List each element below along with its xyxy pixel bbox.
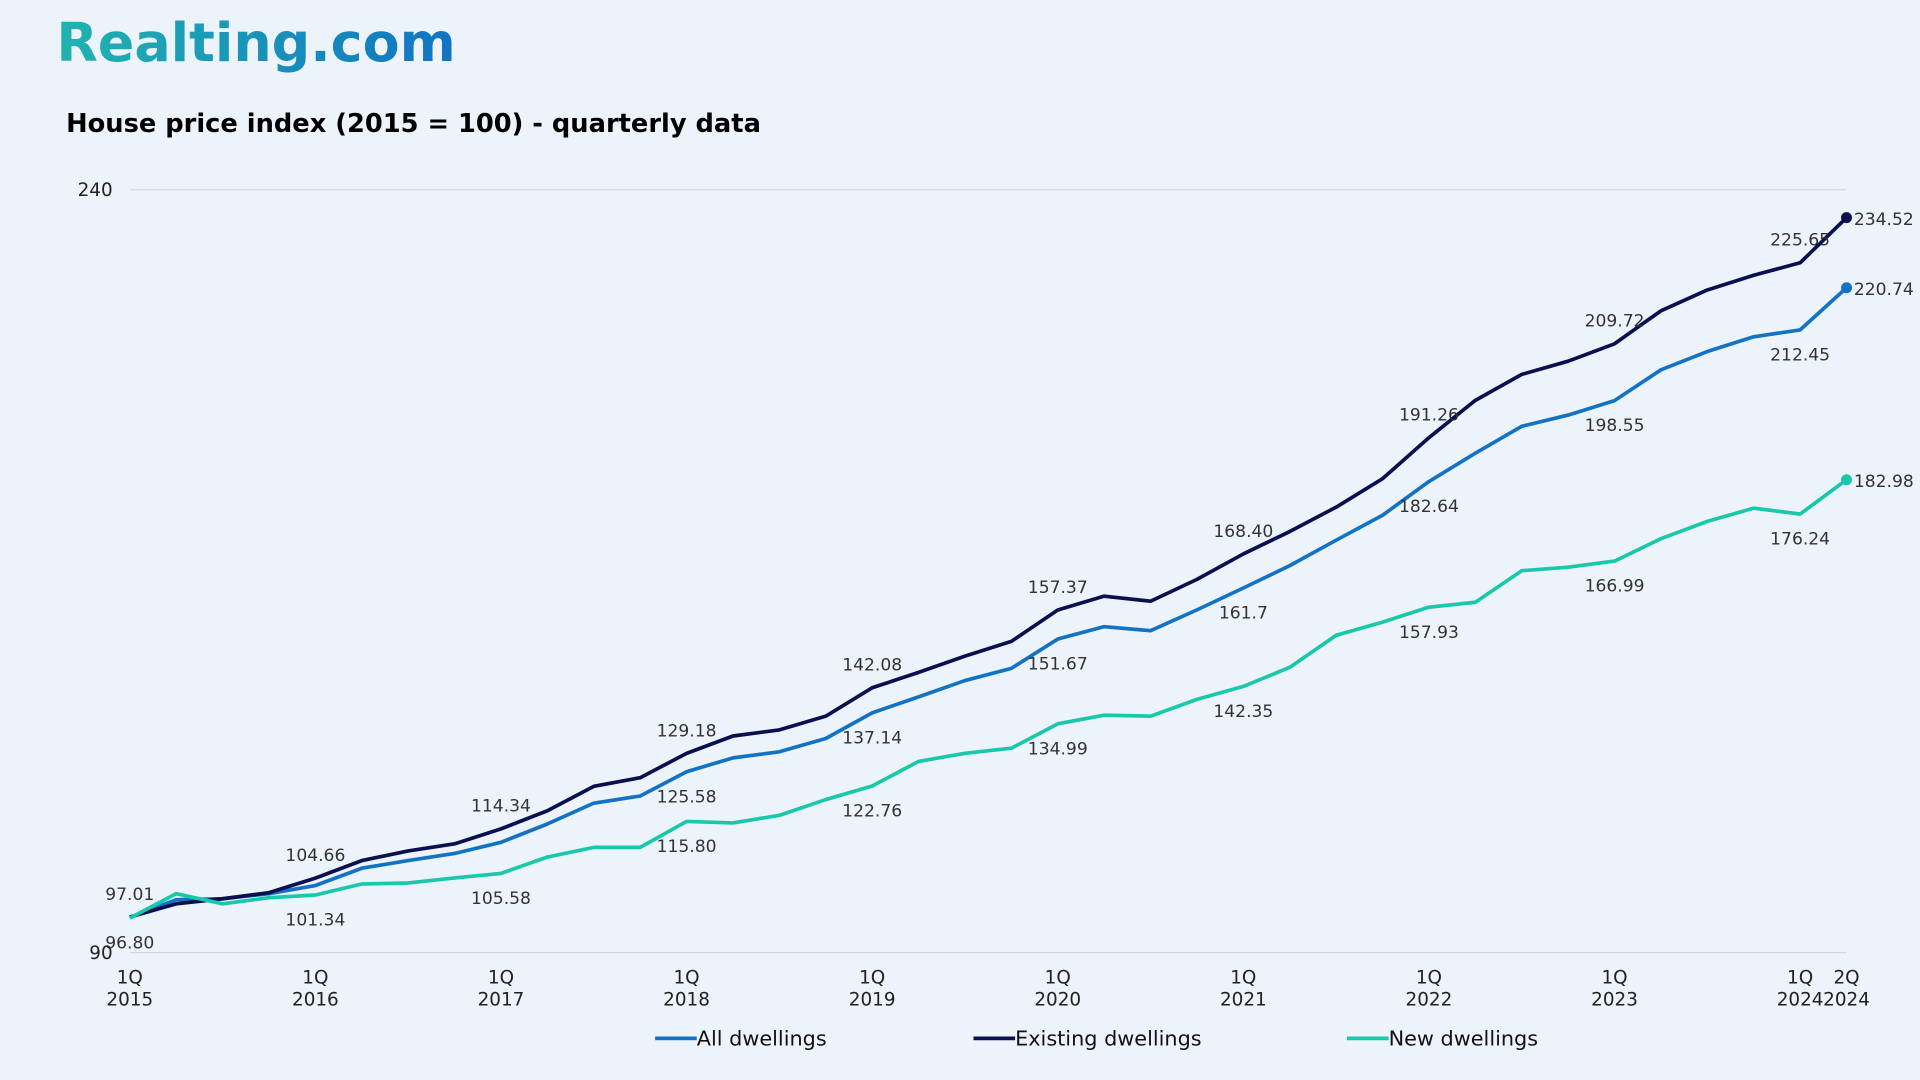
data-label: 105.58 [471,889,531,909]
x-tick-label: 1Q 2018 [663,966,710,1011]
data-label: 114.34 [471,797,531,817]
x-tick-label-box: 1Q 2020 [1034,966,1082,1011]
x-tick-label-box: 2Q 2024 [1823,966,1870,1011]
x-tick-label-box: 1Q 2018 [663,966,710,1011]
end-marker [1841,282,1853,294]
data-label: 151.67 [1028,655,1088,675]
data-label: 96.80 [105,934,154,954]
x-tick-label: 1Q 2021 [1219,966,1267,1011]
x-tick-label-box: 1Q 2015 [106,966,154,1011]
data-label: 176.24 [1770,530,1830,550]
data-label: 234.52 [1854,210,1914,230]
data-label: 191.26 [1399,406,1459,426]
series-line [128,478,1848,920]
legend-label: Existing dwellings [1015,1027,1202,1051]
y-tick-label: 90 [89,943,112,964]
x-tick-label: 1Q 2019 [848,966,896,1011]
data-label: 129.18 [657,721,717,741]
end-marker [1841,474,1853,486]
x-tick-label: 1Q 2016 [292,966,339,1011]
data-label: 182.98 [1854,472,1914,492]
data-label: 209.72 [1585,312,1645,332]
data-label: 137.14 [842,729,902,749]
x-tick-label-box: 1Q 2019 [848,966,896,1011]
x-tick-label: 1Q 2022 [1405,966,1453,1011]
legend-label: All dwellings [697,1027,827,1051]
data-label: 220.74 [1854,280,1914,300]
series-line [129,216,1848,919]
data-label: 97.01 [105,885,154,905]
y-tick-label: 240 [78,180,113,201]
data-label: 122.76 [842,802,902,822]
data-label: 212.45 [1770,346,1830,366]
data-label: 134.99 [1028,739,1088,759]
x-tick-label: 1Q 2015 [106,966,154,1011]
data-label: 142.08 [842,656,902,676]
data-label: 157.93 [1399,623,1459,643]
x-tick-label-box: 1Q 2021 [1219,966,1267,1011]
data-label: 225.65 [1770,231,1830,251]
data-label: 101.34 [285,911,345,931]
data-label: 125.58 [657,787,717,807]
data-label: 166.99 [1585,577,1645,597]
chart-title: House price index (2015 = 100) - quarter… [66,109,761,139]
x-tick-label: 2Q 2024 [1823,966,1870,1011]
legend-label: New dwellings [1389,1027,1539,1051]
data-label: 157.37 [1028,578,1088,598]
data-label: 142.35 [1213,702,1273,722]
brand-logo: Realting.com [56,11,455,74]
x-tick-label-box: 1Q 2017 [477,966,525,1011]
x-tick-label-box: 1Q 2023 [1591,966,1638,1011]
x-tick-label-box: 1Q 2016 [292,966,339,1011]
data-label: 198.55 [1585,416,1645,436]
x-tick-label: 1Q 2024 [1776,966,1824,1011]
x-tick-label: 1Q 2023 [1591,966,1638,1011]
end-marker [1841,212,1853,224]
x-tick-label-box: 1Q 2024 [1776,966,1824,1011]
x-tick-label: 1Q 2020 [1034,966,1082,1011]
x-tick-label-box: 1Q 2022 [1405,966,1453,1011]
data-label: 182.64 [1399,497,1459,517]
data-label: 161.7 [1219,604,1268,624]
data-label: 104.66 [285,846,345,866]
data-label: 168.40 [1213,522,1273,542]
data-label: 115.80 [657,837,717,857]
series-line [129,286,1848,920]
x-tick-label: 1Q 2017 [477,966,525,1011]
